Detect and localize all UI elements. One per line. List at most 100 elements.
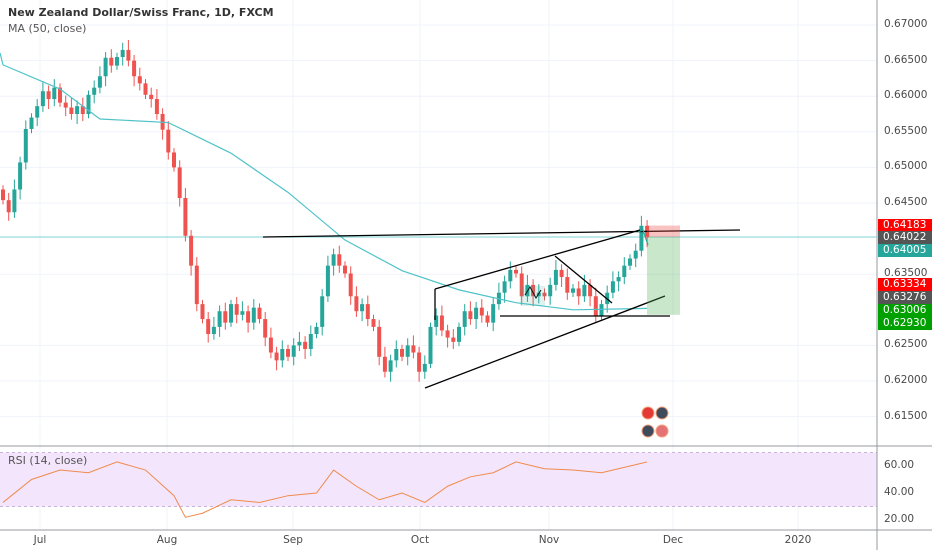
candle-body [394, 348, 399, 361]
candle-body [571, 288, 575, 293]
candle-body [610, 281, 615, 293]
rsi-tick-label: 20.00 [884, 513, 915, 525]
candle-body [565, 277, 570, 293]
candle-body [331, 254, 336, 266]
candle-body [268, 337, 273, 353]
resistance-trendline [262, 229, 741, 238]
rsi-tick-label: 40.00 [884, 486, 915, 498]
candle-body [474, 307, 479, 320]
candle-body [633, 250, 638, 259]
price-badge: 0.64183 [878, 219, 932, 232]
candle-body [343, 265, 347, 274]
candle-body [320, 296, 325, 327]
candle-body [40, 91, 45, 107]
ma-line [0, 52, 648, 311]
candle-body [223, 311, 228, 323]
candle-body [251, 307, 256, 323]
ma-legend[interactable]: MA (50, close) [8, 22, 87, 35]
candle-body [211, 326, 216, 335]
earnings-icon [641, 424, 655, 438]
candle-body [297, 341, 302, 346]
candle-body [514, 269, 518, 274]
candle-body [400, 348, 404, 357]
candle-body [582, 284, 587, 297]
candle-body [479, 307, 484, 316]
candle-body [263, 319, 268, 338]
candle-body [405, 345, 410, 357]
price-tick-label: 0.62000 [884, 374, 928, 386]
price-tick-label: 0.66000 [884, 89, 928, 102]
time-tick-label: 2020 [784, 534, 812, 546]
candle-body [1, 189, 5, 201]
candle-body [75, 106, 80, 114]
price-tick-label: 0.64500 [884, 196, 928, 208]
price-tick-label: 0.65500 [884, 124, 928, 137]
candle-body [622, 265, 627, 278]
rsi-line [2, 461, 648, 518]
triangle-line [554, 255, 613, 304]
candle-body [325, 265, 330, 297]
candle-body [360, 304, 365, 312]
candle-body [553, 269, 558, 285]
candle-body [206, 319, 211, 335]
rsi-legend[interactable]: RSI (14, close) [8, 454, 88, 467]
candle-body [126, 49, 131, 61]
time-tick-label: Dec [662, 534, 684, 546]
candle-body [46, 91, 51, 100]
candle-body [365, 304, 370, 320]
candle-body [58, 87, 62, 103]
channel-lower-line [424, 295, 666, 389]
candle-body [616, 277, 621, 282]
candle-body [314, 326, 319, 335]
candle-body [183, 198, 188, 236]
candle-body [559, 269, 564, 278]
candle-body [434, 315, 439, 327]
projection-drawing [637, 229, 649, 246]
candle-body [439, 315, 444, 331]
candle-body [531, 284, 536, 297]
candle-body [593, 296, 598, 316]
candle-body [35, 106, 40, 118]
candle-body [274, 352, 279, 361]
candle-body [137, 76, 142, 84]
candle-body [177, 167, 182, 199]
price-badge: 0.63276 [878, 291, 932, 304]
candle-body [97, 76, 102, 88]
candle-body [23, 128, 28, 163]
take-profit-zone [647, 237, 680, 315]
rsi-tick-label: 60.00 [884, 459, 915, 471]
candle-body [548, 284, 553, 297]
candle-body [103, 57, 108, 77]
candle-body [308, 334, 313, 349]
price-badge: 0.63334 [878, 278, 932, 291]
candle-body [194, 265, 199, 305]
candle-body [63, 102, 68, 108]
candle-body [234, 304, 239, 315]
price-tick-label: 0.61500 [884, 409, 928, 422]
candle-body [229, 304, 233, 323]
candle-body [417, 352, 422, 372]
candle-body [411, 345, 416, 353]
dividend-icon [655, 424, 669, 438]
price-badge: 0.64022 [878, 231, 932, 244]
candle-body [291, 345, 296, 357]
candle-body [149, 94, 154, 100]
candle-body [166, 129, 171, 153]
price-tick-label: 0.63500 [884, 267, 928, 280]
candle-body [257, 307, 262, 320]
price-badge: 0.64005 [878, 244, 932, 257]
candle-body [29, 117, 34, 129]
candle-body [576, 288, 581, 297]
candle-body [371, 319, 376, 327]
candle-body [445, 330, 450, 338]
candle-body [92, 87, 97, 95]
candle-body [491, 304, 496, 323]
candle-body [143, 83, 148, 95]
price-tick-label: 0.65000 [884, 160, 928, 173]
candle-body [388, 360, 393, 372]
event-flag-icon [655, 406, 669, 420]
candle-body [457, 326, 461, 342]
candle-body [52, 87, 57, 100]
candle-body [348, 273, 353, 297]
